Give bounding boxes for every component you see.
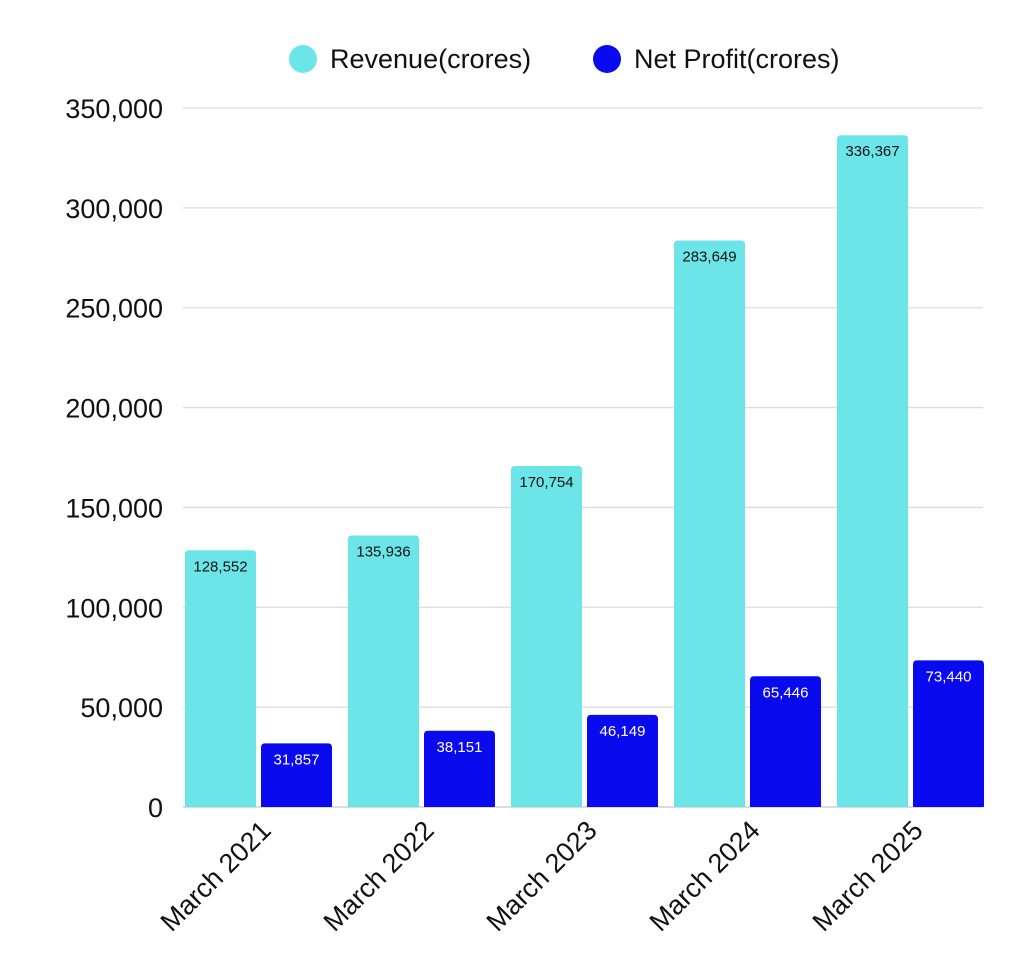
revenue-data-label: 128,552 bbox=[193, 558, 247, 575]
net-profit-bar bbox=[587, 714, 658, 807]
y-tick-label: 100,000 bbox=[65, 593, 163, 623]
x-tick-label: March 2024 bbox=[644, 815, 766, 937]
x-tick-label: March 2023 bbox=[481, 815, 603, 937]
net-profit-data-label: 38,151 bbox=[437, 739, 483, 756]
y-tick-label: 150,000 bbox=[65, 493, 163, 523]
legend-revenue-swatch-icon bbox=[289, 45, 317, 73]
legend-net-profit-swatch-icon bbox=[593, 45, 621, 73]
net-profit-data-label: 46,149 bbox=[600, 723, 646, 740]
revenue-data-label: 135,936 bbox=[356, 544, 410, 561]
revenue-bar bbox=[348, 535, 419, 807]
y-tick-label: 0 bbox=[148, 793, 163, 823]
revenue-data-label: 283,649 bbox=[682, 249, 736, 266]
y-tick-label: 350,000 bbox=[65, 94, 163, 124]
legend-revenue-label: Revenue(crores) bbox=[330, 44, 531, 74]
net-profit-bar bbox=[424, 730, 495, 807]
net-profit-bar bbox=[750, 676, 821, 807]
y-tick-label: 50,000 bbox=[80, 693, 163, 723]
revenue-data-label: 170,754 bbox=[519, 474, 573, 491]
x-tick-label: March 2025 bbox=[807, 815, 929, 937]
revenue-bar bbox=[185, 550, 256, 807]
net-profit-data-label: 65,446 bbox=[763, 684, 809, 701]
x-tick-label: March 2021 bbox=[155, 815, 277, 937]
net-profit-data-label: 73,440 bbox=[926, 668, 972, 685]
net-profit-bar bbox=[913, 660, 984, 807]
legend-net-profit-label: Net Profit(crores) bbox=[634, 44, 840, 74]
y-tick-label: 250,000 bbox=[65, 294, 163, 324]
revenue-bar bbox=[837, 135, 908, 807]
revenue-bar bbox=[511, 465, 582, 807]
net-profit-bar bbox=[261, 743, 332, 807]
y-tick-label: 200,000 bbox=[65, 394, 163, 424]
y-tick-label: 300,000 bbox=[65, 194, 163, 224]
revenue-data-label: 336,367 bbox=[845, 143, 899, 160]
x-tick-label: March 2022 bbox=[318, 815, 440, 937]
revenue-bar bbox=[674, 240, 745, 807]
net-profit-data-label: 31,857 bbox=[274, 751, 320, 768]
